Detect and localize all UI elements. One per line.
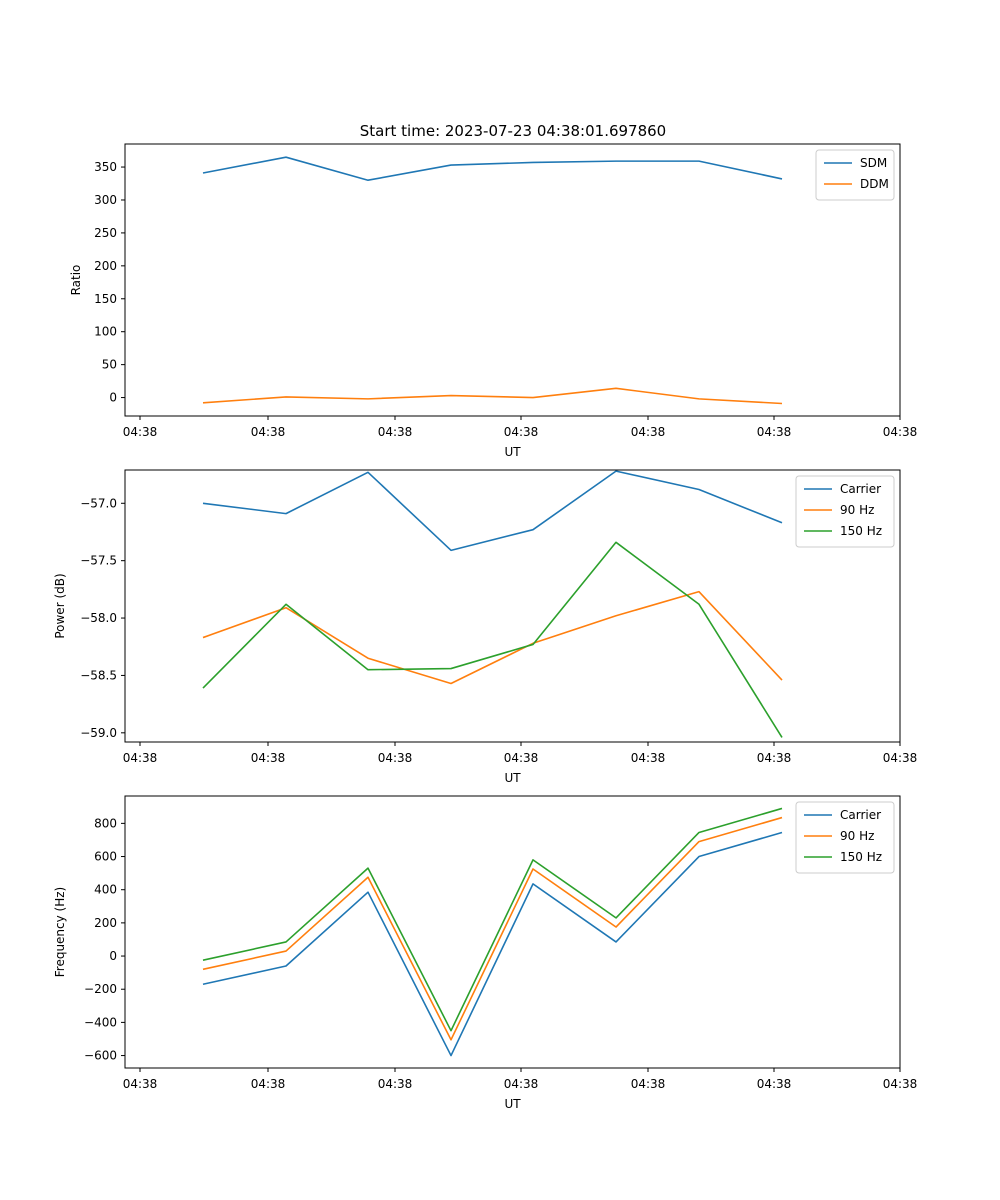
x-tick-label: 04:38 [251,425,286,439]
legend-label: 90 Hz [840,829,874,843]
x-tick-label: 04:38 [378,425,413,439]
chart-panel-3: 04:38 04:38 04:38 04:38 04:38 04:38 04:38 −600 −… [53,795,918,1111]
x-tick-label: 04:38 [757,751,792,765]
y-tick-label: −200 [84,982,117,996]
y-axis-label: Frequency (Hz) [53,887,67,978]
x-axis-label: UT [504,445,521,459]
chart-panel-1: 04:38 04:38 04:38 04:38 04:38 04:38 04:38 0 50 10… [69,143,918,459]
x-tick-label: 04:38 [504,751,539,765]
y-tick-label: 800 [94,816,117,830]
x-tick-label: 04:38 [757,425,792,439]
axes-frame [124,795,901,1069]
x-tick-label: 04:38 [883,751,918,765]
legend-label: DDM [860,177,889,191]
y-tick-label: −58.0 [80,611,117,625]
legend-box [795,475,895,548]
figure-title: Start time: 2023-07-23 04:38:01.697860 [360,122,666,140]
legend-label: Carrier [840,482,881,496]
x-tick-label: 04:38 [631,1077,666,1091]
y-tick-label: −600 [84,1049,117,1063]
x-axis-label: UT [504,771,521,785]
chart-panel-2: 04:38 04:38 04:38 04:38 04:38 04:38 04:38 −59.0… [53,469,918,785]
y-tick-label: −57.0 [80,496,117,510]
y-tick-label: 600 [94,850,117,864]
y-tick-label: −400 [84,1015,117,1029]
y-tick-label: 0 [109,391,117,405]
x-tick-label: 04:38 [504,425,539,439]
y-axis-label: Power (dB) [53,573,67,638]
legend: Carrier 90 Hz 150 Hz [795,475,895,548]
y-tick-label: 400 [94,883,117,897]
y-tick-label: 0 [109,949,117,963]
series-line-90-hz [202,816,783,1041]
x-tick-label: 04:38 [251,1077,286,1091]
series-line-carrier [202,831,783,1057]
y-tick-label: −58.5 [80,668,117,682]
legend-label: 150 Hz [840,850,882,864]
series-line-ddm [202,387,783,405]
x-tick-label: 04:38 [251,751,286,765]
y-tick-label: 300 [94,193,117,207]
x-tick-label: 04:38 [504,1077,539,1091]
plots-container: 04:38 04:38 04:38 04:38 04:38 04:38 04:38 0 50 10… [53,143,918,1111]
legend: Carrier 90 Hz 150 Hz [795,801,895,874]
x-tick-label: 04:38 [757,1077,792,1091]
legend-label: SDM [860,156,887,170]
legend-label: 150 Hz [840,524,882,538]
series-line-150-hz [202,807,783,1032]
y-tick-label: 250 [94,226,117,240]
x-tick-label: 04:38 [631,751,666,765]
x-tick-label: 04:38 [123,1077,158,1091]
legend: SDM DDM [815,149,895,201]
series-line-sdm [202,156,783,182]
x-tick-label: 04:38 [883,425,918,439]
x-tick-label: 04:38 [123,751,158,765]
y-tick-label: 200 [94,259,117,273]
x-tick-label: 04:38 [631,425,666,439]
y-tick-label: −59.0 [80,726,117,740]
x-axis-label: UT [504,1097,521,1111]
legend-label: Carrier [840,808,881,822]
series-line-carrier [202,470,783,552]
legend-label: 90 Hz [840,503,874,517]
x-tick-label: 04:38 [378,751,413,765]
axes-frame [124,143,901,417]
y-tick-label: −57.5 [80,554,117,568]
y-tick-label: 50 [102,358,117,372]
x-tick-label: 04:38 [123,425,158,439]
y-axis-label: Ratio [69,265,83,296]
y-tick-label: 200 [94,916,117,930]
legend-box [795,801,895,874]
y-tick-label: 150 [94,292,117,306]
y-tick-label: 100 [94,325,117,339]
y-tick-label: 350 [94,160,117,174]
x-tick-label: 04:38 [883,1077,918,1091]
x-tick-label: 04:38 [378,1077,413,1091]
series-line-150-hz [202,541,783,738]
axes-frame [124,469,901,743]
